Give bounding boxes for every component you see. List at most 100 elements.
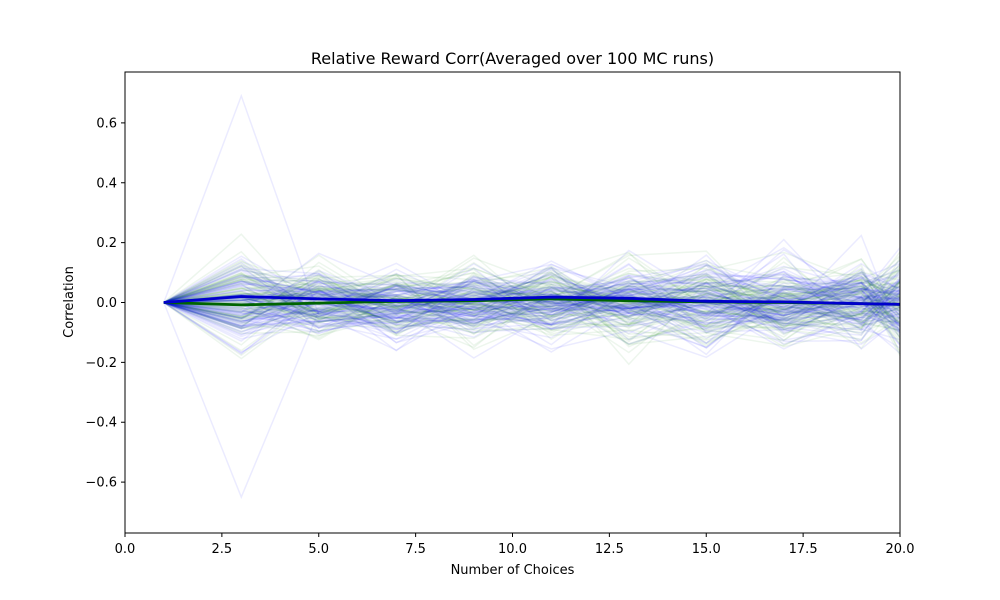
mc-run-line [163,286,901,329]
mc-run-line [163,290,901,354]
mc-run-line [163,268,901,335]
y-tick-label: −0.4 [85,416,117,431]
mc-run-line [163,271,901,338]
mc-run-line [163,251,901,325]
mc-run-line [163,286,901,354]
mc-run-line [163,281,901,341]
mc-run-line [163,274,901,325]
mc-run-line [163,299,901,500]
x-tick-label: 20.0 [886,542,915,557]
mc-run-line [163,255,901,345]
mc-run-line [163,276,901,332]
mc-run-line [163,282,901,330]
y-axis-ticks: −0.6 −0.4 −0.2 0.0 0.2 0.4 0.6 [85,116,125,491]
mc-run-line [163,281,901,326]
mc-run-line [163,261,901,357]
mc-run-line [163,274,901,332]
mc-run-line [163,274,901,315]
mc-run-line [163,253,901,351]
mc-run-line [163,246,901,330]
mc-run-line [163,259,901,332]
x-axis-ticks: 0.0 2.5 5.0 7.5 10.0 12.5 15.0 17.5 20.0 [115,533,915,557]
mc-run-line [163,278,901,346]
mc-run-line [163,261,901,331]
mc-run-line [163,285,901,338]
mc-run-line [163,265,901,325]
mc-run-line [163,279,901,327]
mc-run-line [163,281,901,359]
y-axis-label: Correlation [62,266,77,338]
mc-run-line [163,287,901,328]
mc-run-line [163,261,901,346]
mc-run-line [163,265,901,330]
mc-run-line [163,263,901,316]
mc-run-line [163,275,901,341]
mc-run-line [163,281,901,329]
mc-run-line [163,264,901,340]
mc-run-line [163,285,901,334]
mc-run-line [163,264,901,324]
mc-run-line [163,281,901,314]
mc-run-line [163,277,901,353]
mc-run-line [163,273,901,322]
x-tick-label: 5.0 [308,542,329,557]
mc-run-line [163,287,901,344]
mc-run-line [163,270,901,329]
mc-run-line [163,281,901,330]
x-tick-label: 10.0 [498,542,527,557]
mc-run-line [163,295,901,326]
mc-run-line [163,256,901,354]
mc-run-line [163,278,901,340]
mc-run-line [163,290,901,359]
mc-run-line [163,264,901,318]
mc-run-line [163,261,901,322]
mc-run-line [163,272,901,320]
mc-run-line [163,238,901,324]
mc-run-line [163,247,901,327]
mc-run-line [163,257,901,328]
x-axis-label: Number of Choices [451,563,575,578]
mc-run-line [163,271,901,345]
mc-run-line [163,293,901,334]
mc-run-line [163,269,901,345]
x-tick-label: 0.0 [115,542,136,557]
y-tick-label: 0.2 [96,236,117,251]
mc-run-line [163,271,901,332]
mc-run-line [163,93,901,319]
mc-run-line [163,274,901,332]
mc-run-line [163,266,901,348]
mc-run-line [163,284,901,324]
mc-run-line [163,268,901,336]
mc-run-line [163,269,901,350]
mc-run-line [163,271,901,332]
mc-run-line [163,263,901,335]
mc-run-line [163,273,901,333]
mc-run-line [163,255,901,341]
mc-run-line [163,262,901,353]
mc-run-line [163,284,901,331]
mc-run-line [163,272,901,339]
mc-run-line [163,274,901,322]
mc-run-line [163,275,901,344]
mc-run-line [163,274,901,340]
mc-run-line [163,273,901,323]
mc-run-line [163,275,901,326]
x-tick-label: 2.5 [212,542,233,557]
mc-run-line [163,262,901,334]
mc-run-line [163,269,901,313]
mc-run-line [163,259,901,334]
mc-run-line [163,274,901,328]
mc-run-line [163,267,901,339]
mc-run-line [163,265,901,327]
mc-run-line [163,288,901,323]
mc-run-line [163,254,901,346]
mc-run-line [163,273,901,327]
mc-run-line [163,293,901,325]
x-tick-label: 15.0 [692,542,721,557]
mc-run-line [163,274,901,319]
mc-run-line [163,266,901,335]
x-tick-label: 17.5 [789,542,818,557]
mc-run-line [163,233,901,329]
mc-run-line [163,279,901,338]
mc-run-line [163,251,901,336]
